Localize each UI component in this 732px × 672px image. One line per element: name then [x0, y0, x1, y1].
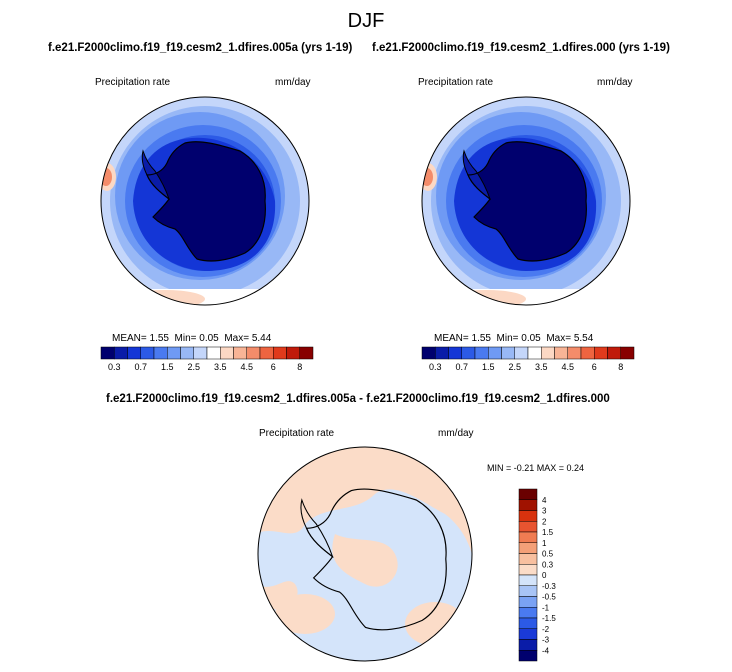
colorbar-tick-label: -1.5	[542, 614, 556, 623]
colorbar-swatch	[220, 346, 234, 360]
colorbar-swatch	[233, 346, 247, 360]
colorbar-swatch	[518, 628, 538, 640]
colorbar-tick-label: 0.5	[542, 550, 554, 559]
colorbar-swatch	[518, 639, 538, 651]
colorbar-swatch	[421, 346, 436, 360]
diff-minmax: MIN = -0.21 MAX = 0.24	[487, 463, 585, 473]
colorbar-swatch	[259, 346, 274, 360]
colorbar-swatch	[518, 564, 538, 576]
colorbar-swatch	[518, 607, 538, 619]
diff-title: f.e21.F2000climo.f19_f19.cesm2_1.dfires.…	[106, 393, 610, 405]
colorbar-tick-label: -0.3	[542, 582, 556, 591]
panel2-map	[421, 96, 631, 306]
colorbar-swatch	[193, 346, 208, 360]
season-title: DJF	[347, 10, 385, 32]
colorbar-tick-label: 3	[542, 507, 547, 516]
panel1-variable-label: Precipitation rate	[95, 77, 171, 88]
colorbar-swatch	[518, 596, 538, 608]
colorbar-tick-label: 4.5	[240, 362, 253, 372]
colorbar-tick-label: -0.5	[542, 593, 556, 602]
colorbar-swatch	[114, 346, 128, 360]
colorbar-swatch	[448, 346, 462, 360]
colorbar-swatch	[167, 346, 181, 360]
colorbar-tick-label: 0.3	[429, 362, 442, 372]
colorbar-tick-label: 8	[618, 362, 623, 372]
colorbar-swatch	[206, 346, 221, 360]
colorbar-swatch	[567, 346, 582, 360]
colorbar-swatch	[518, 531, 538, 543]
diff-colorbar: 4 32 1.5 1 0.50.3 0 -0.3 -0.5-1 -1.5 -2 -3-4	[518, 488, 556, 662]
colorbar-tick-label: 0.7	[455, 362, 468, 372]
colorbar-tick-label: 0.7	[134, 362, 147, 372]
diff-map	[257, 446, 473, 662]
panel1-map	[100, 96, 310, 306]
panel1-colorbar: 0.3 0.7 1.5 2.5 3.5 4.5 6 8	[100, 346, 314, 372]
colorbar-tick-label: 2	[542, 517, 547, 526]
colorbar-swatch	[607, 346, 621, 360]
colorbar-swatch	[461, 346, 476, 360]
colorbar-swatch	[514, 346, 529, 360]
colorbar-tick-label: 4	[542, 496, 547, 505]
colorbar-tick-label: 6	[592, 362, 597, 372]
colorbar-swatch	[518, 617, 538, 629]
colorbar-tick-label: 1	[542, 539, 547, 548]
colorbar-swatch	[518, 650, 538, 662]
colorbar-swatch	[246, 346, 261, 360]
colorbar-swatch	[594, 346, 608, 360]
diff-units-label: mm/day	[438, 428, 474, 439]
colorbar-tick-label: 0.3	[542, 560, 554, 569]
panel1-stats: MEAN= 1.55 Min= 0.05 Max= 5.44	[112, 333, 272, 344]
colorbar-tick-label: -2	[542, 625, 550, 634]
colorbar-swatch	[299, 346, 314, 360]
colorbar-swatch	[127, 346, 141, 360]
colorbar-tick-label: -1	[542, 603, 550, 612]
panel2-variable-label: Precipitation rate	[418, 77, 494, 88]
panel1-units-label: mm/day	[275, 77, 311, 88]
colorbar-tick-label: -3	[542, 636, 550, 645]
colorbar-tick-label: 8	[297, 362, 302, 372]
colorbar-swatch	[518, 488, 538, 500]
panel2-colorbar: 0.3 0.7 1.5 2.5 3.5 4.5 6 8	[421, 346, 635, 372]
panel2-case-title: f.e21.F2000climo.f19_f19.cesm2_1.dfires.…	[372, 42, 670, 54]
colorbar-swatch	[518, 542, 538, 554]
colorbar-swatch	[620, 346, 635, 360]
colorbar-tick-label: 1.5	[161, 362, 174, 372]
colorbar-swatch	[273, 346, 287, 360]
colorbar-swatch	[554, 346, 568, 360]
colorbar-tick-label: 0	[542, 571, 547, 580]
colorbar-tick-label: 2.5	[508, 362, 521, 372]
colorbar-swatch	[527, 346, 542, 360]
colorbar-swatch	[100, 346, 115, 360]
colorbar-tick-label: 2.5	[187, 362, 200, 372]
colorbar-swatch	[435, 346, 449, 360]
colorbar-swatch	[488, 346, 502, 360]
panel1-case-title: f.e21.F2000climo.f19_f19.cesm2_1.dfires.…	[48, 42, 353, 54]
colorbar-tick-label: 1.5	[482, 362, 495, 372]
colorbar-swatch	[518, 553, 538, 565]
colorbar-tick-label: 0.3	[108, 362, 121, 372]
colorbar-tick-label: 4.5	[561, 362, 574, 372]
colorbar-swatch	[286, 346, 300, 360]
colorbar-swatch	[153, 346, 168, 360]
panel2-stats: MEAN= 1.55 Min= 0.05 Max= 5.54	[434, 333, 594, 344]
colorbar-swatch	[474, 346, 489, 360]
colorbar-swatch	[180, 346, 194, 360]
colorbar-tick-label: 6	[271, 362, 276, 372]
colorbar-tick-label: -4	[542, 646, 550, 655]
colorbar-swatch	[140, 346, 155, 360]
colorbar-swatch	[518, 521, 538, 533]
colorbar-swatch	[518, 574, 538, 586]
colorbar-swatch	[580, 346, 595, 360]
colorbar-swatch	[541, 346, 555, 360]
colorbar-swatch	[518, 510, 538, 522]
colorbar-tick-label: 3.5	[535, 362, 548, 372]
diff-variable-label: Precipitation rate	[259, 428, 335, 439]
colorbar-swatch	[501, 346, 515, 360]
colorbar-swatch	[518, 585, 538, 597]
colorbar-swatch	[518, 499, 538, 511]
colorbar-tick-label: 1.5	[542, 528, 554, 537]
colorbar-tick-label: 3.5	[214, 362, 227, 372]
panel2-units-label: mm/day	[597, 77, 633, 88]
